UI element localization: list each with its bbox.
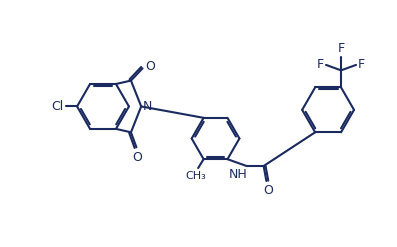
Text: CH₃: CH₃ <box>185 171 206 182</box>
Text: F: F <box>337 42 345 55</box>
Text: N: N <box>143 100 152 113</box>
Text: F: F <box>358 58 365 71</box>
Text: O: O <box>145 61 155 73</box>
Text: NH: NH <box>229 168 248 181</box>
Text: O: O <box>263 185 273 197</box>
Text: O: O <box>132 151 142 164</box>
Text: Cl: Cl <box>51 100 64 113</box>
Text: F: F <box>317 58 324 71</box>
